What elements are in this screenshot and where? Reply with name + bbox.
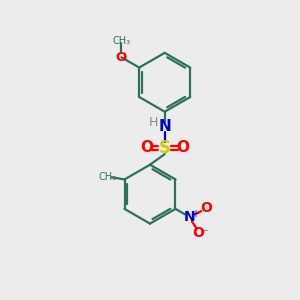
Text: H: H bbox=[149, 116, 158, 129]
Text: CH₃: CH₃ bbox=[112, 36, 130, 46]
Text: CH₃: CH₃ bbox=[99, 172, 117, 182]
Text: O: O bbox=[200, 201, 212, 215]
Text: S: S bbox=[159, 139, 171, 157]
Text: O: O bbox=[192, 226, 204, 240]
Text: +: + bbox=[191, 209, 199, 219]
Text: O: O bbox=[116, 51, 127, 64]
Text: ⁻: ⁻ bbox=[202, 228, 208, 241]
Text: N: N bbox=[158, 119, 171, 134]
Text: O: O bbox=[176, 140, 190, 155]
Text: N: N bbox=[184, 210, 195, 224]
Text: O: O bbox=[140, 140, 153, 155]
